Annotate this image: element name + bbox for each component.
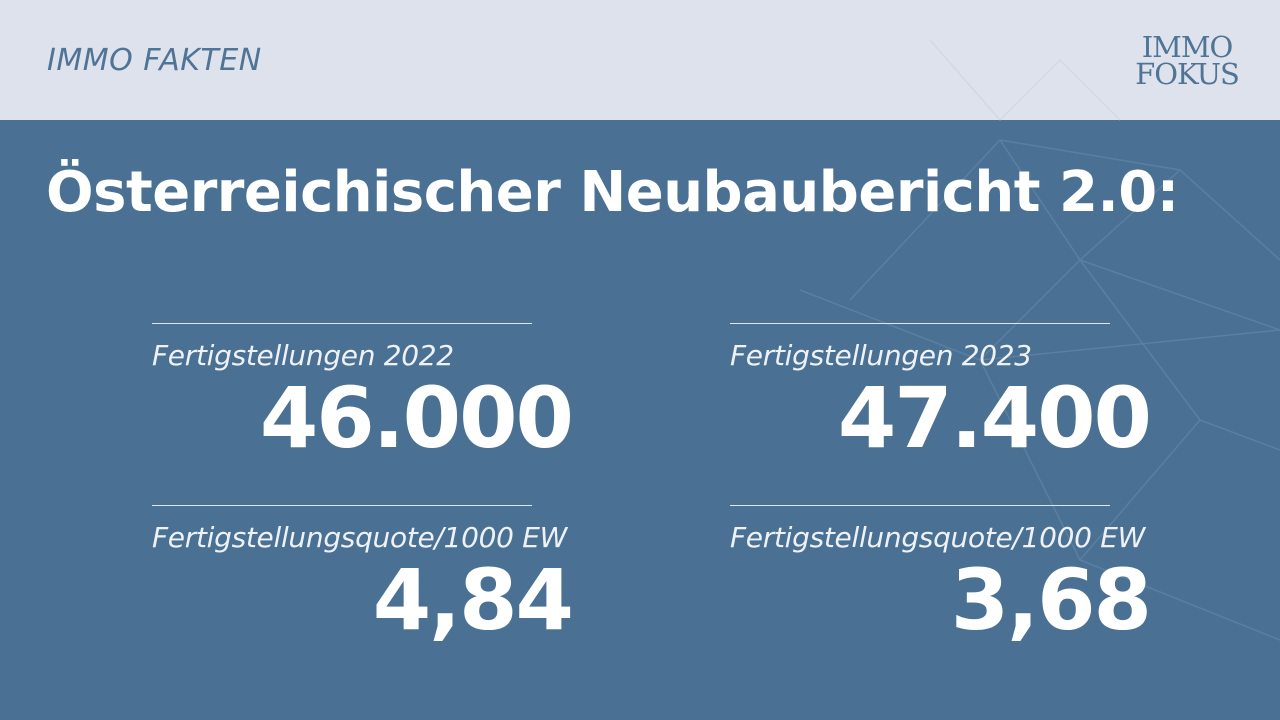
stat-completions-2023: Fertigstellungen 2023 47.400 (730, 323, 1190, 460)
stat-completions-2022: Fertigstellungen 2022 46.000 (152, 323, 612, 460)
logo-line-2: FOKUS (1135, 57, 1240, 91)
divider (730, 505, 1110, 506)
stat-label: Fertigstellungen 2023 (730, 339, 1032, 372)
brand-label: IMMO FAKTEN (47, 43, 262, 78)
divider (152, 323, 532, 324)
logo-line-1: IMMO (1141, 30, 1234, 64)
stat-label: Fertigstellungsquote/1000 EW (730, 521, 1146, 554)
stat-value: 46.000 (259, 369, 574, 467)
stat-label: Fertigstellungsquote/1000 EW (152, 521, 568, 554)
divider (152, 505, 532, 506)
stat-value: 4,84 (372, 551, 574, 649)
stat-label: Fertigstellungen 2022 (152, 339, 454, 372)
page-title: Österreichischer Neubaubericht 2.0: (46, 160, 1179, 225)
stat-quota-2022: Fertigstellungsquote/1000 EW 4,84 (152, 505, 612, 642)
immo-fokus-logo: IMMO FOKUS (1126, 30, 1248, 91)
divider (730, 323, 1110, 324)
stat-value: 3,68 (950, 551, 1152, 649)
stat-value: 47.400 (837, 369, 1152, 467)
stat-quota-2023: Fertigstellungsquote/1000 EW 3,68 (730, 505, 1190, 642)
